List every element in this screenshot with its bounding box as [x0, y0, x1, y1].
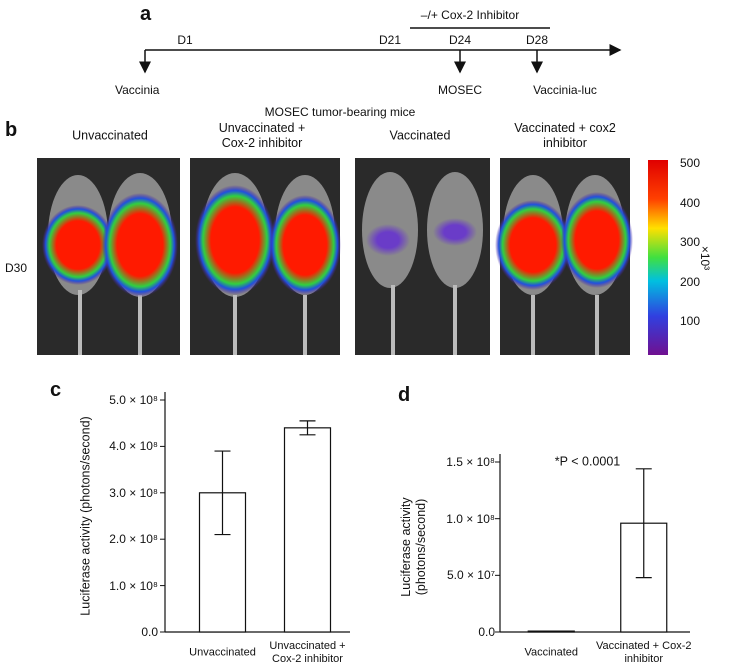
y-tick-label: 5.0 × 10⁸ [109, 392, 158, 407]
group-label: Vaccinated + cox2 inhibitor [514, 121, 616, 150]
event-label: MOSEC [437, 82, 483, 97]
event-label: Vaccinia [115, 82, 160, 97]
panel-label: d [398, 384, 411, 406]
bar [283, 427, 332, 633]
y-tick-label: 0.0 [141, 624, 158, 639]
annotation: *P < 0.0001 [554, 454, 621, 469]
colorbar [648, 160, 668, 355]
day-label: D28 [525, 32, 549, 47]
timeline [139, 27, 622, 74]
y-axis-label: Luciferase activity (photons/second) [78, 416, 93, 616]
y-tick-label: 5.0 × 10⁷ [446, 568, 495, 583]
group-label: Unvaccinated + Cox-2 inhibitor [218, 121, 306, 150]
colorbar-tick: 100 [679, 313, 701, 328]
error-bar [214, 450, 231, 536]
mouse-images [37, 158, 668, 355]
event-label: Vaccinia-luc [533, 82, 597, 97]
y-tick-label: 0.0 [478, 624, 495, 639]
error-bar [635, 468, 652, 579]
y-tick-label: 2.0 × 10⁸ [109, 531, 158, 546]
y-axis-label: Luciferase activity (photons/second) [399, 497, 428, 597]
colorbar-tick: 300 [679, 234, 701, 249]
panel-label: a [140, 3, 152, 25]
day-label: D21 [378, 32, 402, 47]
colorbar-unit: ×10³ [698, 245, 713, 271]
x-tick-label: Unvaccinated + Cox-2 inhibitor [269, 639, 346, 665]
error-bar [299, 420, 316, 436]
y-tick-label: 1.0 × 10⁸ [446, 511, 495, 526]
colorbar-tick: 400 [679, 195, 701, 210]
x-tick-label: Vaccinated + Cox-2 inhibitor [596, 639, 692, 665]
day-label: D24 [448, 32, 472, 47]
row-label: D30 [5, 260, 28, 275]
x-tick-label: Unvaccinated [189, 646, 256, 659]
y-tick-label: 1.5 × 10⁸ [446, 454, 495, 469]
y-tick-label: 4.0 × 10⁸ [109, 439, 158, 454]
colorbar-tick: 200 [679, 274, 701, 289]
bracket-label: –/+ Cox-2 Inhibitor [420, 7, 520, 22]
panel-title: MOSEC tumor-bearing mice [264, 104, 416, 119]
x-tick-label: Vaccinated [524, 646, 579, 659]
y-tick-label: 3.0 × 10⁸ [109, 485, 158, 500]
group-label: Vaccinated [389, 128, 451, 143]
panel-label: c [50, 379, 62, 401]
colorbar-tick: 500 [679, 155, 701, 170]
group-label: Unvaccinated [72, 128, 148, 143]
day-label: D1 [177, 32, 193, 47]
panel-label: b [5, 119, 18, 141]
y-tick-label: 1.0 × 10⁸ [109, 578, 158, 593]
